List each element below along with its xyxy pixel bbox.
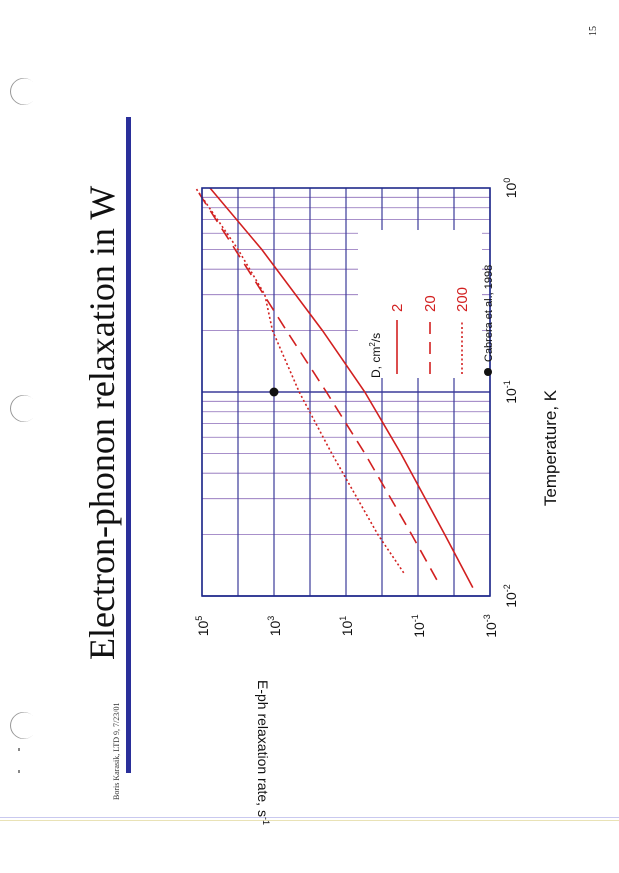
y-tick-label: 101: [338, 616, 355, 637]
x-tick-label-text: 10-2: [502, 584, 519, 608]
x-tick-label: 10-2: [502, 584, 519, 608]
legend-box: [358, 230, 482, 378]
data-point-marker: [269, 387, 279, 397]
legend-label: 2: [389, 304, 406, 312]
y-tick-label: 105: [194, 616, 211, 637]
x-tick-label-text: 100: [502, 178, 519, 199]
y-tick-label-text: 10-1: [410, 614, 427, 638]
series-line-dotted: [195, 187, 405, 574]
plot-frame: [201, 187, 491, 597]
y-tick-label: 10-1: [410, 614, 427, 638]
scan-edge-line: [0, 817, 619, 818]
y-axis-label: E-ph relaxation rate, s-1: [255, 680, 271, 825]
y-tick-label-text: 10-3: [482, 614, 499, 638]
chart-tick-labels: 10-3 10-1 101 103 105 10-2 10-1 100: [194, 178, 519, 638]
legend-content: D, cm2/s 2 20 200 Cabrera et al., 1998: [368, 265, 495, 378]
scan-speck: [18, 770, 20, 773]
x-tick-label-text: 10-1: [502, 380, 519, 404]
legend: D, cm2/s 2 20 200 Cabrera et al., 1998: [358, 230, 495, 378]
legend-title: D, cm2/s: [368, 333, 383, 378]
y-tick-label-text: 105: [194, 616, 211, 637]
title-rule: [126, 117, 131, 773]
scan-edge-line: [0, 820, 619, 821]
chart-points: [269, 387, 279, 397]
x-tick-label: 10-1: [502, 380, 519, 404]
x-tick-label: 100: [502, 178, 519, 199]
series-line-solid: [209, 187, 474, 588]
legend-label: 200: [454, 287, 471, 312]
y-tick-label-text: 103: [266, 616, 283, 637]
legend-label: Cabrera et al., 1998: [483, 265, 495, 362]
legend-marker: [484, 368, 492, 376]
legend-label: 20: [422, 295, 439, 312]
y-tick-label: 10-3: [482, 614, 499, 638]
y-tick-label-text: 101: [338, 616, 355, 637]
x-axis-label: Temperature, K: [541, 389, 560, 506]
y-tick-label: 103: [266, 616, 283, 637]
scan-speck: [18, 748, 20, 751]
series-line-dashed: [195, 187, 438, 581]
chart-curves: [195, 187, 474, 588]
